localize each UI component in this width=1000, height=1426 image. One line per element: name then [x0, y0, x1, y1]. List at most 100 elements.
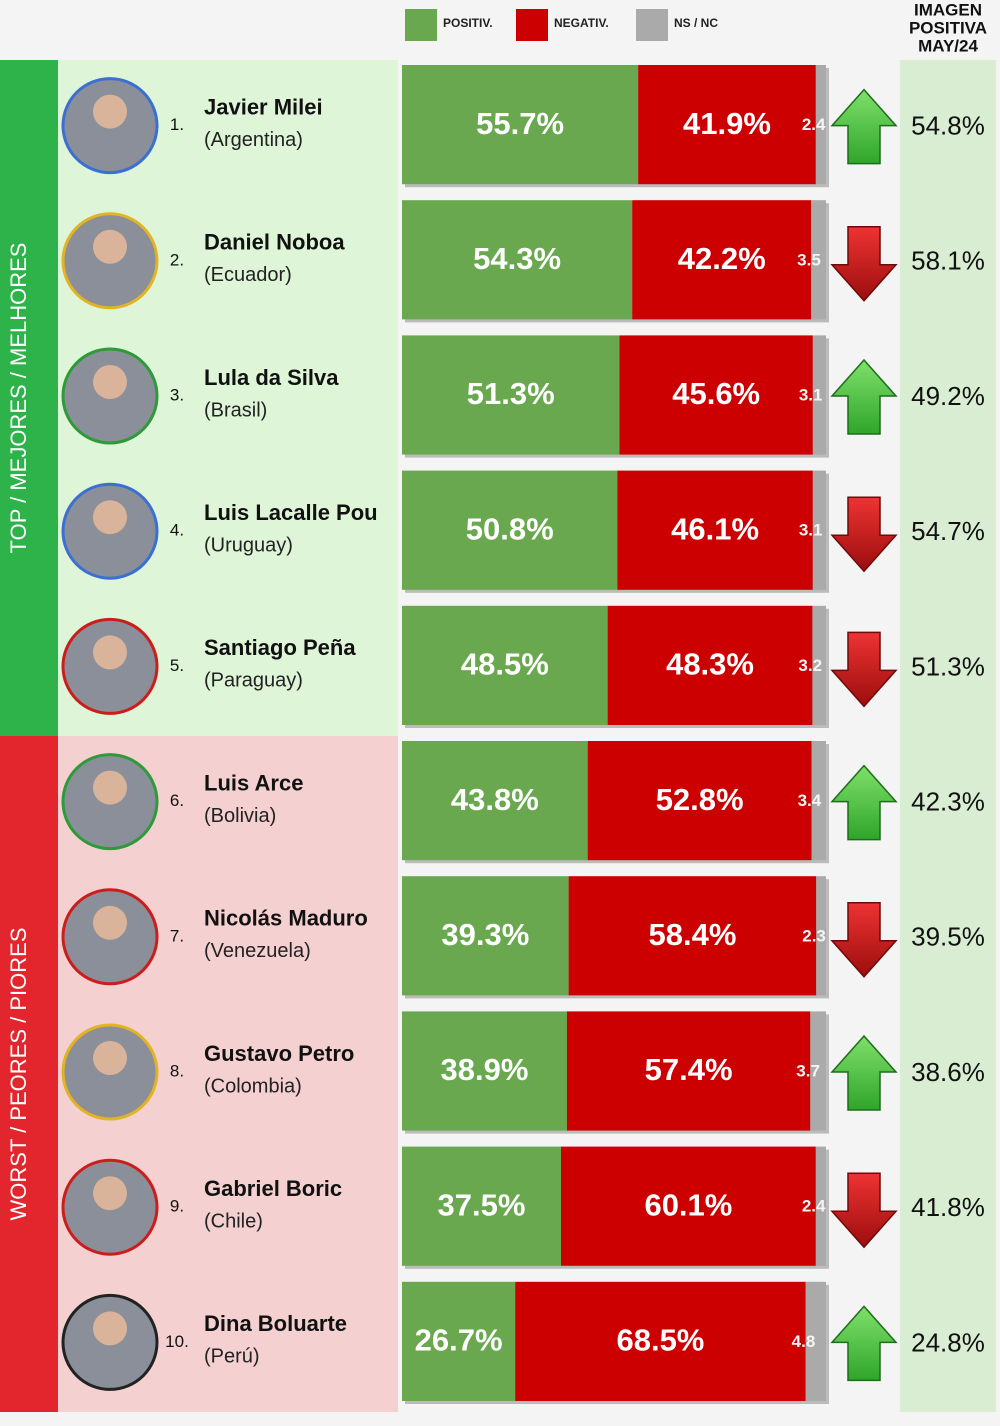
- bar-segment: [632, 200, 812, 320]
- bar-group: 38.9% 57.4% 3.7: [402, 1011, 826, 1131]
- arrow-up: [830, 764, 898, 841]
- leader-name: Daniel Noboa: [204, 230, 345, 255]
- bar-segment: [812, 335, 826, 455]
- data-label: 68.5%: [616, 1323, 704, 1358]
- rank: 4.: [170, 521, 184, 540]
- country: (Paraguay): [204, 670, 303, 692]
- data-label: 39.3%: [441, 917, 529, 952]
- bar-segment: [402, 1011, 567, 1131]
- rank: 5.: [170, 656, 184, 675]
- previous-value: 58.1%: [911, 246, 985, 276]
- previous-column: [900, 60, 996, 1412]
- photo-head: [93, 229, 127, 264]
- data-label: 46.1%: [671, 511, 759, 546]
- data-label: 42.2%: [678, 241, 766, 276]
- data-label: 2.3: [802, 926, 826, 945]
- data-label: 38.9%: [441, 1052, 529, 1087]
- previous-value: 38.6%: [911, 1057, 985, 1087]
- bar-segment: [805, 1281, 826, 1401]
- bar-group: 50.8% 46.1% 3.1: [402, 470, 826, 590]
- group-label: TOP / MEJORES / MELHORES: [6, 243, 31, 554]
- arrow-up: [830, 88, 898, 165]
- data-label: 48.5%: [461, 647, 549, 682]
- data-label: 55.7%: [476, 106, 564, 141]
- arrow-up: [830, 1034, 898, 1111]
- previous-value: 24.8%: [911, 1327, 985, 1357]
- bar-segment: [561, 1146, 816, 1266]
- bar-segment: [617, 470, 813, 590]
- legend-label: POSITIV.: [443, 16, 493, 30]
- arrow-up: [830, 1305, 898, 1382]
- leader-name: Luis Arce: [204, 770, 303, 795]
- bar-segment: [402, 876, 569, 996]
- bar-group: 43.8% 52.8% 3.4: [402, 741, 826, 861]
- legend-label: NS / NC: [674, 16, 718, 30]
- bar-group: 26.7% 68.5% 4.8: [402, 1281, 826, 1401]
- data-label: 48.3%: [666, 647, 754, 682]
- bar-segment: [812, 605, 826, 725]
- previous-value: 49.2%: [911, 381, 985, 411]
- data-label: 54.3%: [473, 241, 561, 276]
- bar-group: 54.3% 42.2% 3.5: [402, 200, 826, 320]
- rank: 9.: [170, 1197, 184, 1216]
- rank: 6.: [170, 791, 184, 810]
- group-band: [0, 736, 58, 1412]
- rank: 10.: [165, 1332, 189, 1351]
- arrow-up: [830, 358, 898, 435]
- leader-name: Luis Lacalle Pou: [204, 500, 378, 525]
- photo-head: [93, 1311, 127, 1346]
- data-label: 50.8%: [466, 511, 554, 546]
- bar-group: 37.5% 60.1% 2.4: [402, 1146, 826, 1266]
- data-label: 3.1: [799, 385, 823, 404]
- data-label: 4.8: [792, 1332, 816, 1351]
- arrow-down: [830, 496, 898, 573]
- photo-head: [93, 500, 127, 535]
- bar-segment: [815, 65, 826, 185]
- previous-header: IMAGEN: [914, 0, 982, 19]
- rank: 1.: [170, 115, 184, 134]
- bar-segment: [515, 1281, 806, 1401]
- leader-name: Dina Boluarte: [204, 1311, 347, 1336]
- data-label: 26.7%: [415, 1323, 503, 1358]
- data-label: 51.3%: [467, 376, 555, 411]
- bar-segment: [587, 741, 812, 861]
- arrow-down: [830, 1172, 898, 1249]
- bar-segment: [402, 741, 588, 861]
- photo-head: [93, 1176, 127, 1211]
- bar-segment: [402, 65, 639, 185]
- previous-header: POSITIVA: [909, 18, 987, 37]
- bar-segment: [811, 200, 826, 320]
- bar-segment: [402, 1281, 516, 1401]
- bar-segment: [402, 335, 620, 455]
- previous-value: 39.5%: [911, 922, 985, 952]
- data-label: 37.5%: [438, 1187, 526, 1222]
- data-label: 3.7: [796, 1061, 820, 1080]
- country: (Bolivia): [204, 805, 276, 827]
- bar-segment: [638, 65, 816, 185]
- photo-head: [93, 635, 127, 670]
- data-label: 3.1: [799, 521, 823, 540]
- country: (Uruguay): [204, 534, 293, 556]
- group-label: WORST / PEORES / PIORES: [6, 928, 31, 1221]
- previous-header: MAY/24: [918, 36, 978, 55]
- leader-name: Santiago Peña: [204, 635, 356, 660]
- bar-segment: [816, 876, 826, 996]
- arrow-down: [830, 902, 898, 978]
- data-label: 52.8%: [656, 782, 744, 817]
- data-label: 2.4: [802, 115, 826, 134]
- data-label: 45.6%: [672, 376, 760, 411]
- data-label: 57.4%: [645, 1052, 733, 1087]
- country: (Brasil): [204, 399, 267, 421]
- arrow-down: [830, 631, 898, 708]
- bar-group: 48.5% 48.3% 3.2: [402, 605, 826, 725]
- bar-segment: [607, 605, 813, 725]
- bar-segment: [812, 470, 826, 590]
- leader-name: Javier Milei: [204, 94, 323, 119]
- leader-name: Nicolás Maduro: [204, 906, 368, 931]
- bar-segment: [815, 1146, 826, 1266]
- bar-segment: [568, 876, 817, 996]
- rank: 7.: [170, 926, 184, 945]
- leader-name: Gabriel Boric: [204, 1176, 342, 1201]
- country: (Argentina): [204, 129, 303, 151]
